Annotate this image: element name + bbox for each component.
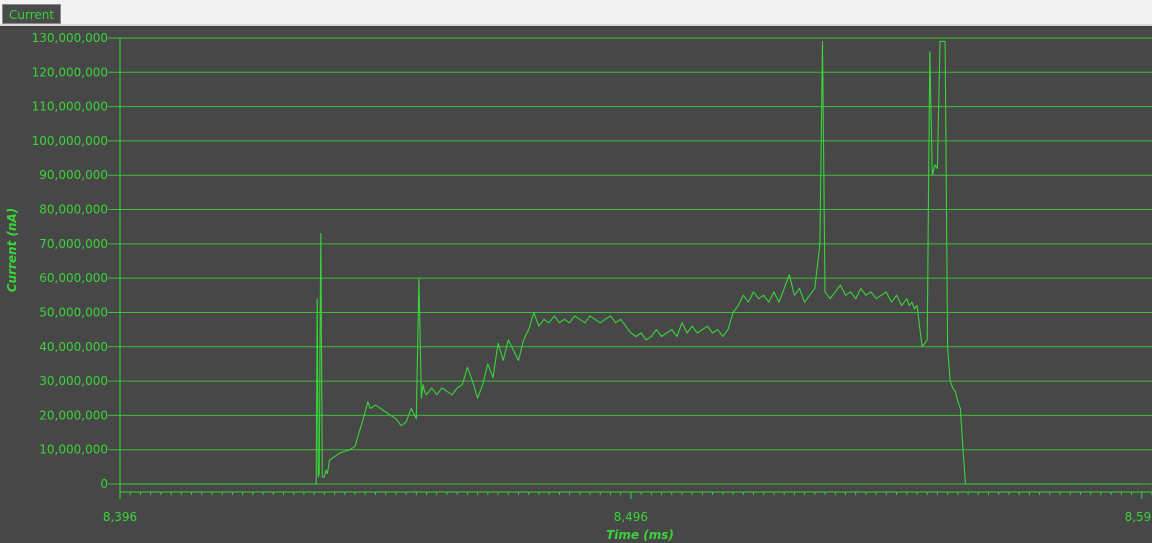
- series-group: [120, 40, 1142, 485]
- tab-current[interactable]: Current: [2, 4, 62, 24]
- y-tick-label: 130,000,000: [32, 31, 108, 45]
- y-tick-label: 100,000,000: [32, 134, 108, 148]
- y-axis: 0 10,000,000 20,000,000 30,000,000 40,000,00…: [32, 31, 108, 491]
- x-tick-label: 8,396: [103, 510, 137, 524]
- y-tick-label: 0: [100, 477, 108, 491]
- y-tick-label: 30,000,000: [39, 374, 108, 388]
- x-tick-label: 8,596: [1125, 510, 1152, 524]
- tab-bar: Current: [0, 0, 1152, 26]
- y-tick-label: 70,000,000: [39, 237, 108, 251]
- y-tick-label: 40,000,000: [39, 340, 108, 354]
- y-axis-label: Current (nA): [5, 208, 19, 293]
- current-chart: 0 10,000,000 20,000,000 30,000,000 40,000,00…: [5, 31, 1152, 542]
- y-tick-label: 50,000,000: [39, 305, 108, 319]
- x-tick-label: 8,496: [614, 510, 648, 524]
- y-tick-label: 120,000,000: [32, 65, 108, 79]
- x-axis-label: Time (ms): [606, 528, 674, 542]
- x-axis: 8,396 8,496 8,596: [103, 38, 1152, 524]
- gridlines: [108, 37, 1152, 485]
- y-tick-label: 20,000,000: [39, 408, 108, 422]
- y-tick-label: 90,000,000: [39, 168, 108, 182]
- y-tick-label: 80,000,000: [39, 203, 108, 217]
- y-tick-label: 60,000,000: [39, 271, 108, 285]
- current-series-line: [120, 40, 1142, 485]
- y-tick-label: 110,000,000: [32, 100, 108, 114]
- y-tick-label: 10,000,000: [39, 443, 108, 457]
- plot-area: 0 10,000,000 20,000,000 30,000,000 40,000,00…: [0, 28, 1152, 543]
